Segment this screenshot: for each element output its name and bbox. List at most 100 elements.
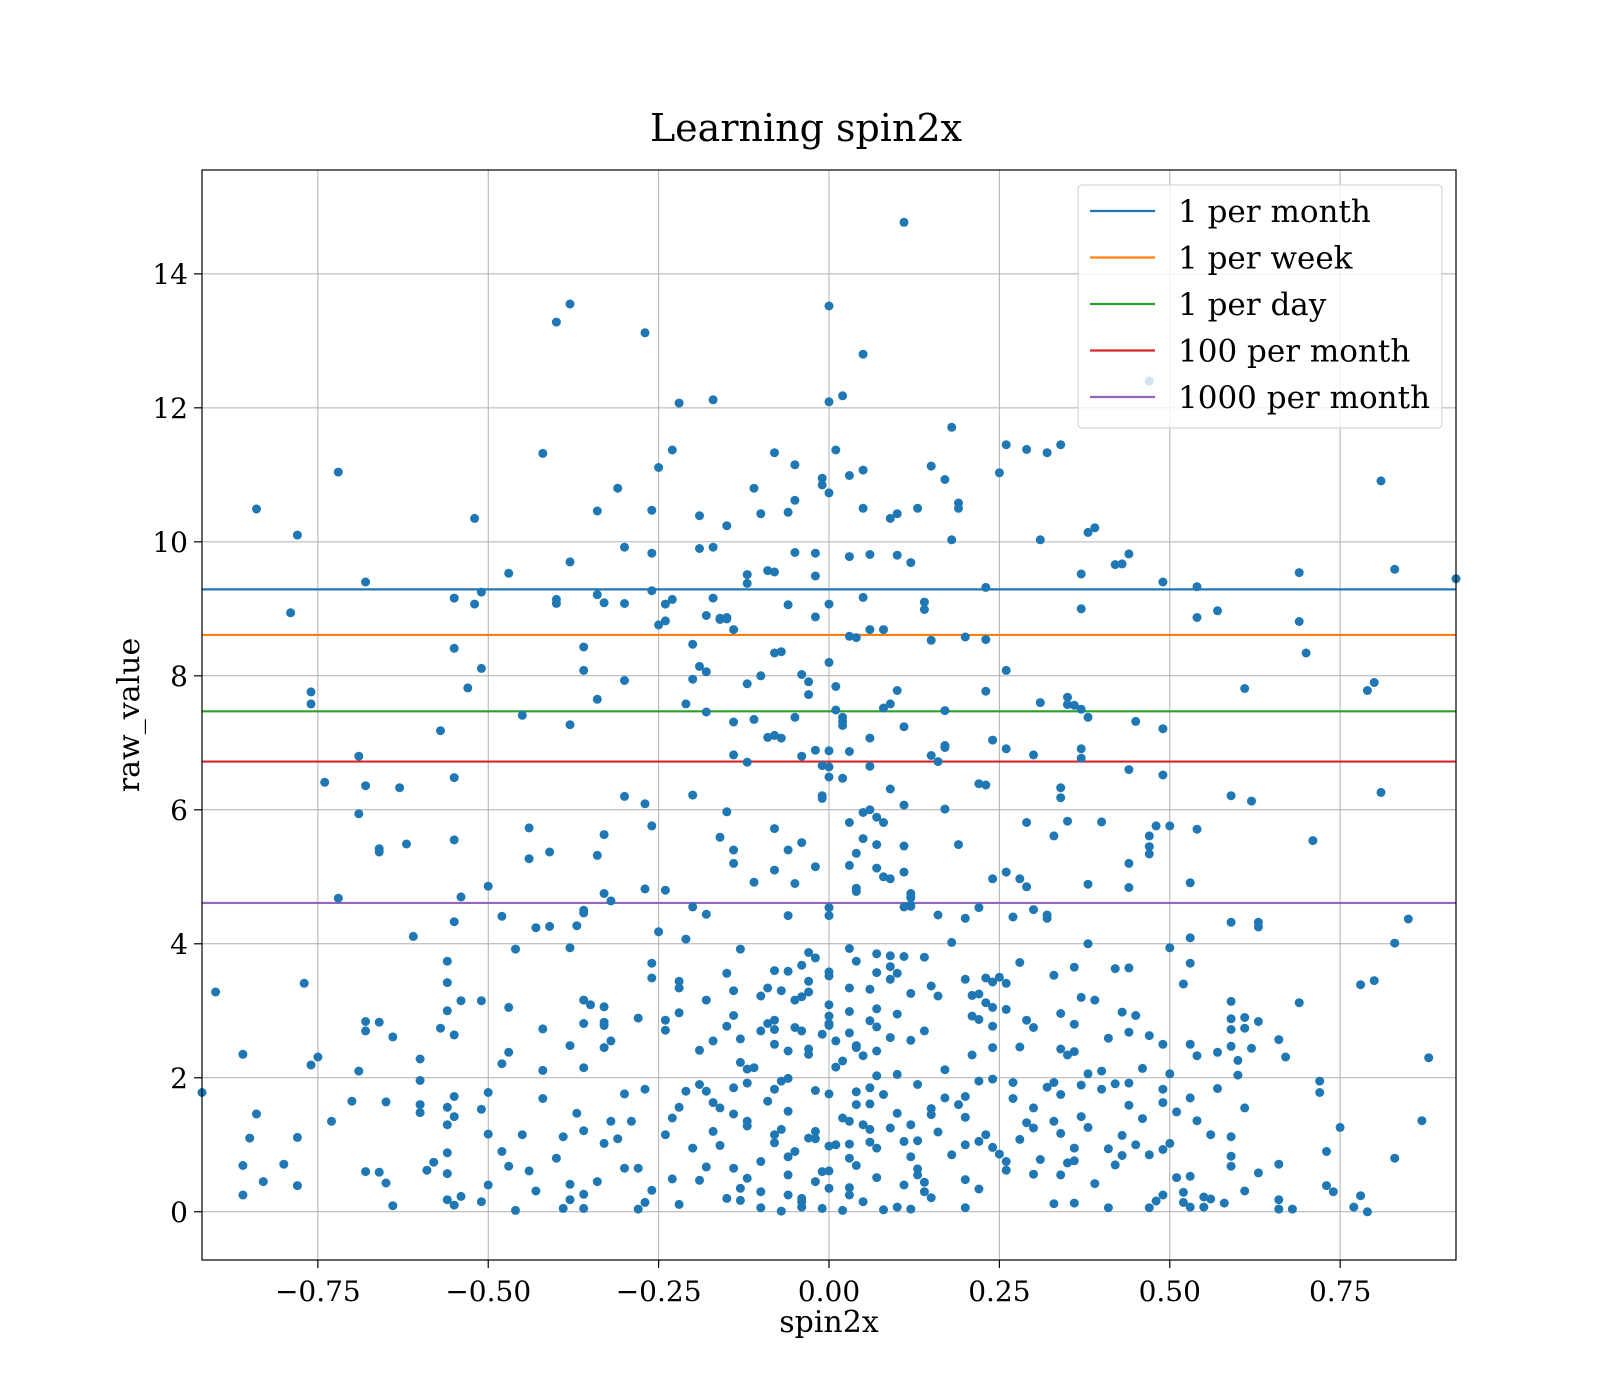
scatter-point [899, 867, 909, 877]
scatter-point [776, 1206, 786, 1216]
scatter-point [824, 1141, 834, 1151]
scatter-point [817, 1029, 827, 1039]
scatter-point [436, 726, 445, 736]
scatter-point [770, 1025, 779, 1034]
scatter-point [919, 1026, 929, 1036]
scatter-point [1069, 1198, 1079, 1208]
scatter-point [1035, 535, 1045, 545]
scatter-point [1124, 1027, 1134, 1037]
scatter-point [954, 840, 963, 850]
scatter-point [606, 896, 616, 906]
scatter-point [654, 620, 664, 630]
scatter-point [906, 893, 916, 903]
scatter-point [885, 1033, 895, 1043]
scatter-point [906, 558, 916, 568]
scatter-point [1049, 1078, 1059, 1087]
scatter-point [838, 1205, 848, 1215]
scatter-point [824, 1183, 834, 1193]
scatter-point [374, 1017, 384, 1027]
scatter-point [994, 972, 1004, 982]
scatter-point [824, 657, 834, 667]
scatter-point [810, 1126, 820, 1136]
scatter-point [804, 1049, 814, 1059]
scatter-point [899, 217, 909, 227]
scatter-point [865, 625, 875, 635]
scatter-point [320, 777, 330, 787]
scatter-point [1022, 818, 1032, 827]
scatter-point [858, 503, 868, 513]
scatter-point [919, 1187, 929, 1197]
scatter-point [1274, 1035, 1284, 1045]
scatter-point [1192, 824, 1202, 834]
scatter-point [879, 625, 888, 635]
scatter-point [442, 1102, 452, 1112]
scatter-point [742, 1173, 752, 1183]
scatter-point [497, 911, 507, 921]
scatter-point [667, 594, 677, 604]
scatter-point [1083, 1069, 1093, 1079]
scatter-point [1049, 831, 1059, 841]
scatter-point [476, 1197, 486, 1207]
scatter-point [783, 600, 793, 610]
scatter-point [688, 639, 698, 649]
scatter-point [783, 1152, 793, 1162]
scatter-point [1172, 1107, 1182, 1117]
scatter-point [1069, 1019, 1079, 1029]
scatter-point [238, 1049, 248, 1059]
scatter-point [797, 751, 807, 761]
scatter-point [1063, 1050, 1072, 1060]
y-tick-label: 12 [152, 392, 188, 425]
scatter-point [299, 978, 309, 988]
scatter-point [1226, 1151, 1236, 1161]
scatter-point [647, 548, 657, 558]
scatter-point [1103, 1203, 1113, 1213]
scatter-point [1213, 1047, 1222, 1057]
scatter-point [872, 1143, 882, 1153]
scatter-point [872, 968, 882, 978]
scatter-point [606, 1116, 616, 1126]
scatter-point [674, 1008, 684, 1018]
scatter-point [1056, 1090, 1066, 1099]
scatter-point [838, 720, 848, 730]
scatter-point [442, 1195, 452, 1205]
scatter-point [436, 1023, 445, 1033]
scatter-point [770, 730, 779, 740]
scatter-point [1076, 744, 1086, 754]
scatter-point [402, 839, 411, 849]
scatter-point [1165, 821, 1175, 831]
scatter-point [810, 745, 820, 755]
scatter-point [742, 578, 752, 588]
scatter-point [1294, 998, 1304, 1008]
scatter-point [1178, 1197, 1188, 1207]
scatter-point [735, 1183, 745, 1193]
scatter-point [810, 953, 820, 963]
scatter-point [899, 800, 909, 810]
scatter-point [1083, 1122, 1093, 1132]
scatter-point [442, 956, 452, 966]
scatter-point [899, 722, 909, 732]
scatter-point [844, 860, 854, 870]
scatter-point [742, 1116, 752, 1126]
scatter-point [810, 1134, 820, 1144]
scatter-point [1124, 549, 1134, 559]
scatter-point [885, 962, 895, 972]
scatter-point [1165, 1138, 1175, 1148]
scatter-point [763, 566, 773, 576]
chart-title: Learning spin2x [650, 106, 962, 150]
scatter-point [960, 913, 970, 923]
scatter-point [988, 1043, 998, 1053]
scatter-point [858, 1120, 868, 1130]
scatter-point [517, 1130, 527, 1140]
scatter-point [940, 475, 950, 484]
scatter-point [606, 1036, 616, 1046]
scatter-point [940, 1065, 950, 1075]
scatter-point [824, 746, 834, 756]
scatter-point [974, 989, 984, 999]
scatter-point [449, 593, 459, 603]
scatter-point [1069, 1143, 1079, 1153]
scatter-point [851, 1043, 861, 1053]
scatter-point [1144, 831, 1154, 841]
scatter-point [756, 1026, 766, 1036]
scatter-point [701, 1162, 711, 1172]
scatter-point [906, 1204, 916, 1214]
